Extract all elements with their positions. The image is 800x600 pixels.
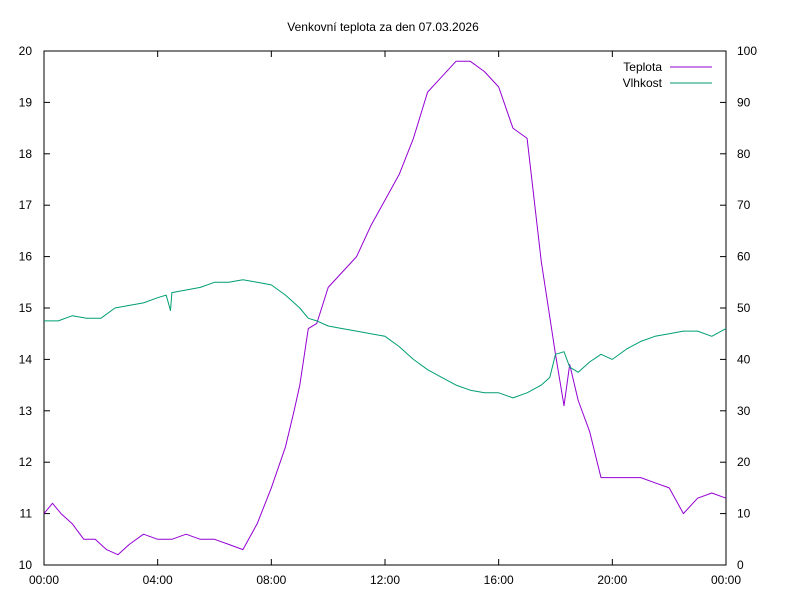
series-line-vlhkost <box>44 279 727 399</box>
series-layer <box>43 60 727 556</box>
y2-tick-label: 60 <box>737 250 751 264</box>
y-tick-label: 12 <box>19 455 33 469</box>
y2-tick-label: 70 <box>737 198 751 212</box>
ticks-layer: 00:00 04:00 08:00 12:00 16:00 20:00 00:0010111… <box>19 44 758 587</box>
y2-tick-label: 30 <box>737 404 751 418</box>
y-tick-label: 17 <box>19 198 33 212</box>
y-tick-label: 18 <box>19 147 33 161</box>
y2-tick-label: 20 <box>737 455 751 469</box>
plot-frame <box>43 50 727 566</box>
y-tick-label: 19 <box>19 95 33 109</box>
y-tick-label: 15 <box>19 301 33 315</box>
legend: Teplota Vlhkost <box>623 60 712 90</box>
x-tick-label: 00:00 <box>711 573 741 587</box>
legend-label: Teplota <box>623 60 662 74</box>
y2-tick-label: 10 <box>737 507 751 521</box>
legend-label: Vlhkost <box>623 76 663 90</box>
x-tick-label: 20:00 <box>597 573 627 587</box>
y2-tick-label: 40 <box>737 352 751 366</box>
y2-tick-label: 100 <box>737 44 757 58</box>
series-line-teplota <box>43 60 727 556</box>
y2-tick-label: 0 <box>737 558 744 572</box>
chart-title: Venkovní teplota za den 07.03.2026 <box>287 20 479 34</box>
y-tick-label: 10 <box>19 558 33 572</box>
y-tick-label: 16 <box>19 250 33 264</box>
y2-tick-label: 80 <box>737 147 751 161</box>
x-tick-label: 12:00 <box>370 573 400 587</box>
y-tick-label: 11 <box>20 507 33 521</box>
x-tick-label: 04:00 <box>143 573 173 587</box>
x-tick-label: 00:00 <box>29 573 59 587</box>
y2-tick-label: 50 <box>737 301 751 315</box>
y2-tick-label: 90 <box>737 95 751 109</box>
x-tick-label: 08:00 <box>256 573 286 587</box>
y-tick-label: 20 <box>19 44 33 58</box>
x-tick-label: 16:00 <box>484 573 514 587</box>
y-tick-label: 14 <box>19 352 33 366</box>
y-tick-label: 13 <box>19 404 33 418</box>
